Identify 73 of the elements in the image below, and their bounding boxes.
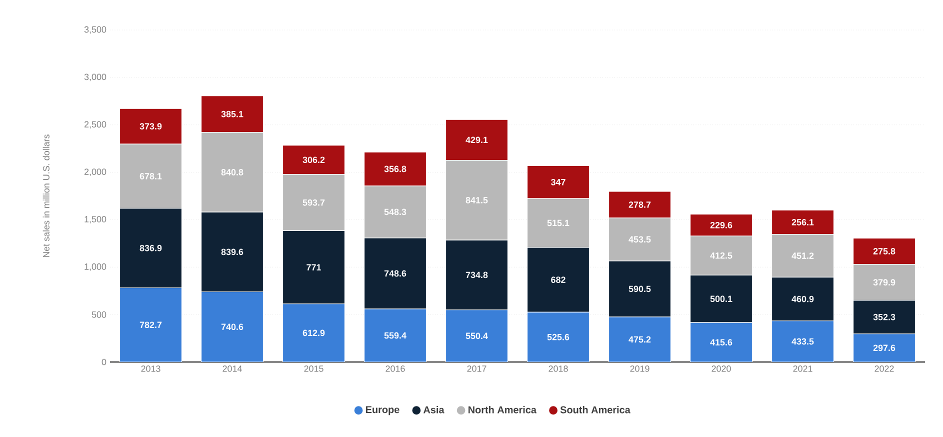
- bar: [852, 333, 916, 362]
- legend-label: North America: [468, 406, 537, 414]
- data-label: 550.4: [466, 332, 488, 340]
- data-label: 433.5: [792, 338, 814, 345]
- x-tick-label: 2022: [874, 366, 894, 372]
- data-label: 352.3: [873, 314, 896, 320]
- data-label: 525.6: [547, 334, 570, 340]
- x-tick-label: 2013: [141, 366, 160, 372]
- data-label: 590.5: [628, 286, 651, 292]
- data-label: 500.1: [710, 296, 732, 302]
- x-tick-label: 2018: [548, 366, 568, 372]
- data-label: 379.9: [873, 279, 896, 286]
- data-label: 275.8: [873, 248, 896, 254]
- x-tick-label: 2019: [630, 366, 650, 372]
- y-tick-label: 2,000: [84, 168, 106, 176]
- data-label: 278.7: [628, 201, 651, 208]
- data-label: 678.1: [140, 173, 162, 180]
- data-label: 256.1: [792, 219, 814, 226]
- data-label: 515.1: [547, 220, 570, 226]
- legend-label: Europe: [366, 406, 400, 416]
- data-label: 782.7: [140, 322, 162, 328]
- data-label: 682: [551, 276, 566, 283]
- bar: [119, 287, 182, 362]
- data-label: 453.5: [628, 236, 651, 243]
- y-tick-label: 500: [92, 311, 106, 318]
- legend-label: Asia: [423, 406, 444, 414]
- data-label: 841.5: [466, 197, 488, 204]
- bar: [690, 322, 753, 362]
- x-tick-label: 2015: [304, 366, 324, 372]
- legend-label: South America: [560, 406, 630, 414]
- data-label: 612.9: [302, 330, 325, 336]
- data-label: 356.8: [384, 166, 406, 172]
- data-label: 559.4: [384, 332, 406, 339]
- data-label: 548.3: [384, 208, 406, 216]
- x-tick-label: 2021: [793, 366, 812, 372]
- x-tick-label: 2014: [222, 366, 242, 372]
- bar: [364, 308, 427, 362]
- data-label: 771: [306, 264, 321, 270]
- bar: [445, 309, 508, 362]
- data-label: 734.8: [466, 272, 488, 278]
- bar: [771, 320, 834, 362]
- data-label: 297.6: [873, 344, 896, 352]
- y-axis-title: Net sales in million U.S. dollars: [42, 134, 50, 258]
- data-label: 373.9: [140, 123, 162, 130]
- data-label: 840.8: [221, 169, 244, 176]
- data-label: 475.2: [628, 336, 651, 343]
- x-tick-label: 2020: [712, 366, 731, 372]
- data-label: 429.1: [466, 136, 488, 144]
- data-label: 836.9: [140, 244, 162, 252]
- y-tick-label: 3,000: [84, 74, 106, 82]
- y-tick-label: 1,500: [84, 216, 106, 224]
- data-label: 748.6: [384, 270, 406, 277]
- bar: [282, 304, 346, 362]
- data-label: 347: [550, 178, 566, 186]
- data-label: 593.7: [302, 199, 325, 206]
- data-label: 306.2: [302, 156, 325, 164]
- bar: [200, 291, 264, 362]
- data-label: 415.6: [710, 339, 732, 346]
- data-label: 451.2: [792, 252, 814, 259]
- data-label: 412.5: [710, 252, 732, 259]
- x-tick-label: 2016: [386, 366, 405, 372]
- y-tick-label: 3,500: [84, 26, 106, 34]
- x-tick-label: 2017: [467, 366, 486, 372]
- y-tick-label: 0: [102, 358, 106, 366]
- data-label: 839.6: [221, 248, 244, 256]
- data-label: 740.6: [221, 324, 244, 330]
- data-label: 385.1: [221, 110, 244, 118]
- y-tick-label: 1,000: [84, 263, 106, 271]
- bar: [526, 312, 590, 362]
- data-label: 460.9: [792, 296, 814, 302]
- y-tick-label: 2,500: [84, 121, 106, 129]
- data-label: 229.6: [710, 222, 732, 228]
- bar: [608, 316, 672, 362]
